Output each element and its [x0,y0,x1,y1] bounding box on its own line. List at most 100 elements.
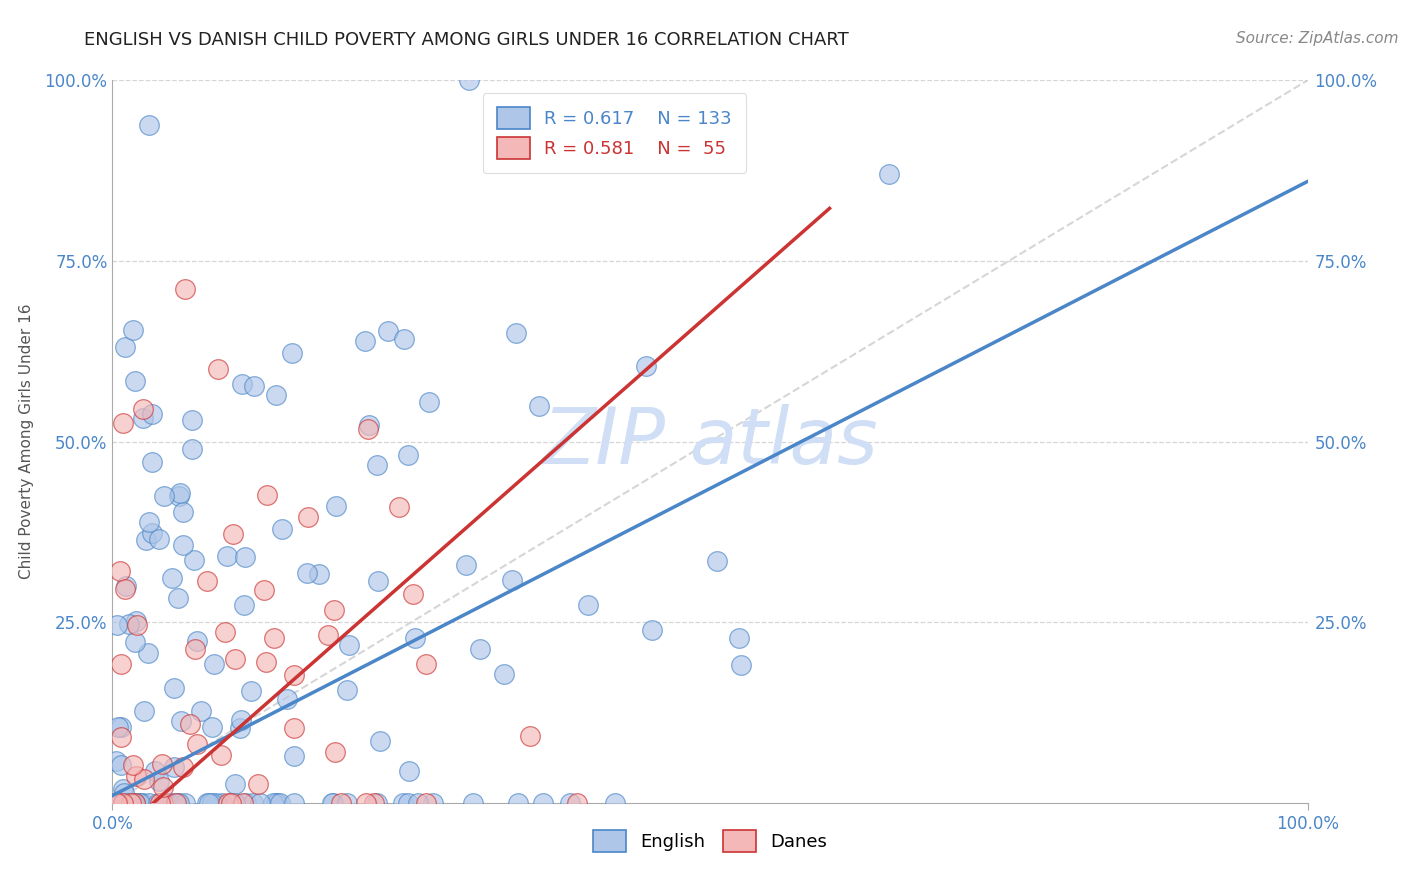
Point [394,332,416,346]
Point [316,627,339,641]
Point [264,796,287,810]
Point [132,796,155,810]
Point [108,565,131,579]
Point [152,780,174,794]
Point [198,796,221,810]
Point [110,758,132,772]
Point [120,796,142,810]
Point [219,796,242,810]
Point [605,796,627,810]
Point [148,533,170,547]
Point [183,553,205,567]
Point [211,796,233,810]
Point [276,692,298,706]
Point [118,617,141,632]
Point [134,772,156,786]
Point [105,796,128,810]
Point [103,796,125,810]
Point [201,720,224,734]
Point [458,73,481,87]
Point [325,744,347,758]
Point [256,488,278,502]
Point [163,681,186,695]
Point [149,796,172,810]
Point [135,533,157,547]
Point [418,395,440,409]
Point [190,704,212,718]
Point [120,796,142,810]
Point [402,587,425,601]
Point [209,747,232,762]
Point [281,346,304,360]
Point [152,796,174,810]
Point [105,754,128,768]
Point [132,402,155,417]
Point [235,796,257,810]
Point [128,796,150,810]
Point [115,796,138,810]
Point [172,538,194,552]
Point [297,509,319,524]
Point [143,764,166,779]
Point [138,646,160,660]
Point [508,796,530,810]
Point [166,591,188,605]
Point [641,623,664,637]
Point [122,758,145,772]
Point [492,667,515,681]
Point [127,618,149,632]
Point [195,796,218,810]
Point [186,634,208,648]
Point [308,567,330,582]
Point [146,796,169,810]
Point [207,362,229,376]
Point [138,118,160,132]
Point [578,598,600,612]
Point [262,796,284,810]
Point [166,796,188,810]
Point [283,748,305,763]
Point [366,458,388,472]
Point [222,527,245,541]
Point [195,574,218,588]
Point [180,413,202,427]
Point [124,796,146,810]
Point [107,796,129,810]
Point [247,777,270,791]
Point [266,796,288,810]
Point [335,796,357,810]
Point [181,442,204,457]
Point [242,796,264,810]
Point [173,282,195,296]
Point [138,515,160,529]
Point [392,796,415,810]
Point [224,796,246,810]
Point [727,631,749,645]
Point [357,418,380,433]
Point [470,642,492,657]
Point [214,625,236,640]
Point [232,796,254,810]
Point [321,796,343,810]
Point [415,796,437,810]
Point [337,638,360,652]
Point [396,796,419,810]
Point [263,632,285,646]
Point [132,704,155,718]
Point [163,760,186,774]
Point [150,756,173,771]
Point [377,325,399,339]
Point [201,796,224,810]
Point [179,717,201,731]
Point [138,796,160,810]
Point [406,796,429,810]
Point [231,376,253,391]
Point [124,796,146,810]
Point [730,657,752,672]
Point [254,655,277,669]
Point [125,614,148,628]
Point [283,796,305,810]
Point [132,410,155,425]
Point [323,602,346,616]
Point [363,796,385,810]
